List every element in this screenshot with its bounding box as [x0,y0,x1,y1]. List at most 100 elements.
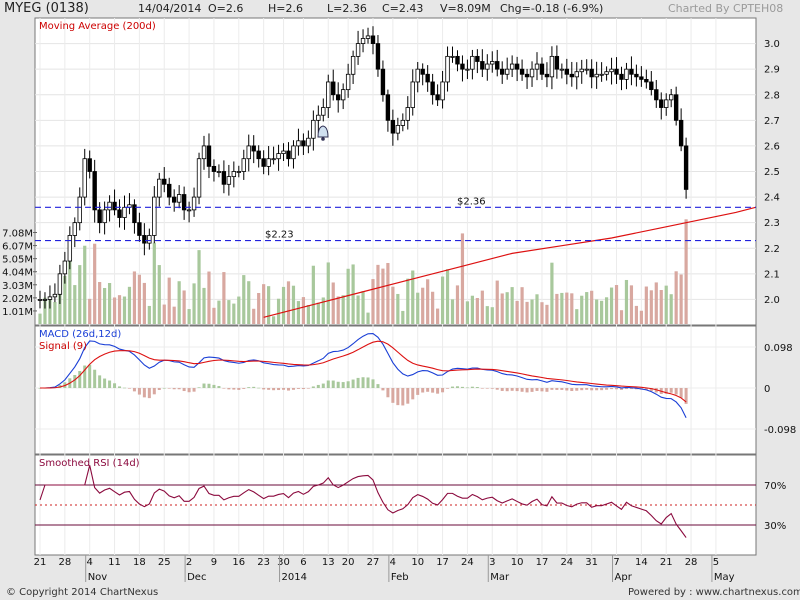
macd-histogram-bar [436,388,440,394]
macd-histogram-bar [296,388,300,389]
candle-body [574,71,579,78]
high-label: H=2.6 [268,2,303,15]
macd-histogram-bar [113,383,117,388]
candle-body [201,145,207,160]
candle-body [514,63,520,70]
candle-body [544,73,550,78]
macd-histogram-bar [480,388,484,389]
volume-bar [276,298,281,324]
macd-histogram-bar [331,380,335,388]
volume-bar [227,300,231,324]
macd-histogram-bar [311,386,315,388]
candle-body [534,63,540,70]
candle-body [251,145,256,152]
macd-histogram-bar [103,378,107,388]
candle-body [659,99,664,108]
change-label: Chg=-0.18 (-6.9%) [500,2,604,15]
date-tick-label: 18 [133,557,146,568]
open-label: O=2.6 [208,2,244,15]
rsi-line [39,465,687,538]
volume-bar [550,262,554,324]
volume-bar [366,312,370,324]
date-tick-label: 31 [585,557,598,568]
candle-body [92,171,97,211]
candle-body [614,68,619,75]
volume-bar [545,304,549,324]
volume-bar [356,295,360,324]
volume-bar [485,306,489,324]
candle-body [162,178,167,185]
macd-histogram-bar [595,388,599,391]
volume-bar [470,295,474,324]
macd-histogram-bar [282,388,286,390]
candle-body [241,158,246,172]
candle-body [271,158,276,161]
volume-bar [595,299,599,324]
volume-bar [436,308,440,324]
month-label: Feb [391,572,409,583]
volume-bar [257,292,261,324]
macd-histogram-bar [550,388,554,390]
volume-bar [644,286,648,324]
powered-by-link[interactable]: Powered by : www.chartnexus.com [628,587,800,598]
macd-histogram-bar [555,388,559,390]
volume-bar [376,264,380,324]
candle-body [276,153,281,160]
gridlines [35,18,756,555]
candle-body [331,81,336,96]
volume-bar [555,293,559,324]
volume-bar [93,243,97,324]
bell-icon[interactable] [317,125,329,141]
macd-histogram-bar [530,388,534,392]
date-tick-label: 14 [635,557,648,568]
macd-chart [38,333,688,419]
candle-body [375,43,381,70]
candle-body [664,99,669,108]
candle-body [450,55,455,58]
macd-histogram-bar [615,388,619,390]
support-label: $2.36 [457,196,486,207]
date-tick-label: 17 [536,557,549,568]
date-tick-label: 24 [461,557,474,568]
ma200-line [263,206,756,318]
candle-body [326,81,331,108]
macd-histogram-bar [610,388,614,390]
date-tick-label: 10 [511,557,524,568]
volume-bar [336,296,340,324]
volume-bar [237,296,241,324]
volume-bar [426,279,430,324]
macd-histogram-bar [679,388,683,398]
candle-body [112,201,117,211]
macd-histogram-bar [242,388,246,389]
volume-label: V=8.09M [440,2,491,15]
candle-body [335,94,341,101]
macd-histogram-bar [545,388,549,392]
macd-histogram-bar [137,388,141,395]
candle-body [654,89,659,101]
close-label: C=2.43 [382,2,424,15]
macd-histogram-bar [540,388,544,392]
volume-bar [331,282,335,324]
macd-histogram-bar [570,388,574,392]
month-label: Mar [490,572,510,583]
macd-tick-label: -0.098 [764,425,796,436]
date-tick-label: 21 [34,557,47,568]
chart-credit: Charted By CPTEH08 [668,2,784,15]
price-tick-label: 2.8 [764,90,780,101]
macd-histogram-bar [182,388,186,392]
macd-histogram-bar [222,388,226,389]
volume-bar [639,310,643,324]
low-label: L=2.36 [327,2,367,15]
volume-bar [386,262,390,324]
volume-bar [207,271,211,324]
date-tick-label: 10 [411,557,424,568]
macd-histogram-bar [127,388,131,389]
macd-histogram-bar [277,388,281,391]
volume-bar [197,250,201,324]
candle-body [385,94,391,121]
candle-body [321,107,326,116]
candle-body [500,68,505,75]
macd-histogram-bar [257,387,261,389]
candle-body [624,68,629,80]
